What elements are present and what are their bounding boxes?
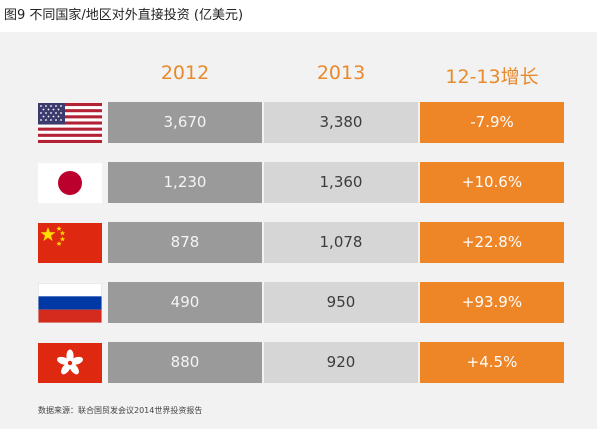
table-row-russia: 490 950 +93.9% — [0, 282, 597, 323]
cell-japan-2013: 1,360 — [264, 162, 418, 203]
russia-flag-icon — [38, 283, 102, 323]
cell-russia-2012: 490 — [108, 282, 262, 323]
table-row-usa: 3,670 3,380 -7.9% — [0, 102, 597, 143]
column-header-2012: 2012 — [160, 62, 210, 84]
table-row-japan: 1,230 1,360 +10.6% — [0, 162, 597, 203]
cell-usa-growth: -7.9% — [420, 102, 564, 143]
cell-china-2012: 878 — [108, 222, 262, 263]
column-header-2013: 2013 — [316, 62, 366, 84]
cell-china-growth: +22.8% — [420, 222, 564, 263]
japan-flag-icon — [38, 163, 102, 203]
table-row-hongkong: 880 920 +4.5% — [0, 342, 597, 383]
cell-usa-2013: 3,380 — [264, 102, 418, 143]
cell-china-2013: 1,078 — [264, 222, 418, 263]
china-flag-icon — [38, 223, 102, 263]
cell-russia-2013: 950 — [264, 282, 418, 323]
hongkong-flag-icon — [38, 343, 102, 383]
column-header-growth: 12-13增长 — [445, 66, 539, 88]
cell-usa-2012: 3,670 — [108, 102, 262, 143]
cell-russia-growth: +93.9% — [420, 282, 564, 323]
data-source-note: 数据来源：联合国贸发会议2014世界投资报告 — [38, 406, 203, 415]
figure-caption: 图9 不同国家/地区对外直接投资 (亿美元) — [4, 8, 244, 23]
usa-flag-icon — [38, 103, 102, 143]
cell-japan-2012: 1,230 — [108, 162, 262, 203]
cell-hongkong-growth: +4.5% — [420, 342, 564, 383]
cell-hongkong-2013: 920 — [264, 342, 418, 383]
table-row-china: 878 1,078 +22.8% — [0, 222, 597, 263]
cell-japan-growth: +10.6% — [420, 162, 564, 203]
cell-hongkong-2012: 880 — [108, 342, 262, 383]
